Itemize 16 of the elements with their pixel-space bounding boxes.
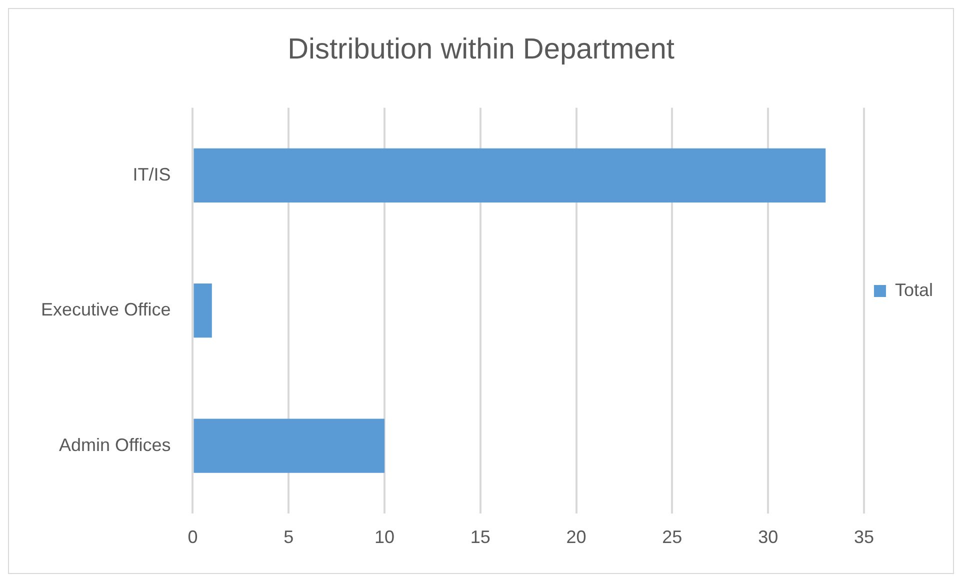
x-tick-label: 10 [374, 527, 395, 548]
x-tick-label: 0 [188, 527, 198, 548]
x-tick-label: 20 [566, 527, 586, 548]
x-tick-label: 5 [284, 527, 294, 548]
bar [194, 148, 826, 202]
bar [194, 418, 385, 473]
x-tick-label: 15 [470, 527, 490, 548]
x-tick-label: 30 [758, 527, 778, 548]
bar [194, 284, 212, 338]
y-tick-label: Executive Office [40, 300, 171, 320]
y-tick-label: Admin Offices [59, 434, 171, 455]
legend-label: Total [894, 280, 934, 300]
y-tick-label: IT/IS [132, 164, 171, 184]
x-tick-label: 35 [854, 527, 874, 548]
x-tick-label: 25 [662, 527, 682, 548]
chart-title: Distribution within Department [288, 33, 674, 66]
